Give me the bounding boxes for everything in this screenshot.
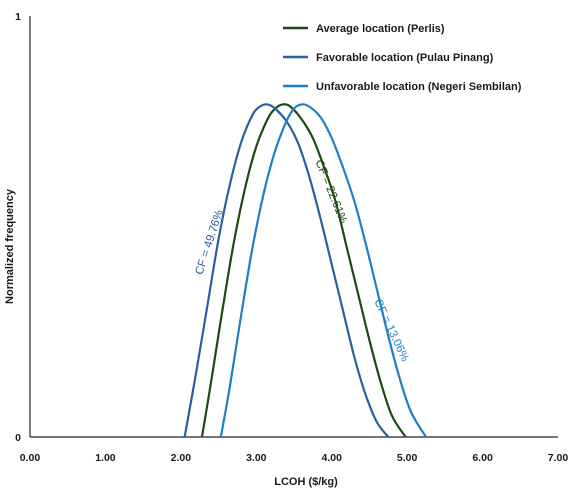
series-line-1 xyxy=(200,103,407,438)
y-tick-label: 1 xyxy=(15,11,21,23)
x-tick-label: 1.00 xyxy=(95,452,116,464)
x-tick-label: 6.00 xyxy=(472,452,493,464)
legend-label-1: Average location (Perlis) xyxy=(316,23,445,35)
x-tick-label: 4.00 xyxy=(321,452,342,464)
x-tick-label: 3.00 xyxy=(246,452,267,464)
y-tick-label: 0 xyxy=(15,432,21,444)
x-tick-label: 2.00 xyxy=(171,452,192,464)
x-tick-label: 0.00 xyxy=(20,452,41,464)
x-tick-label: 5.00 xyxy=(397,452,418,464)
y-axis-label: Normalized frequency xyxy=(4,188,16,304)
legend-label-2: Favorable location (Pulau Pinang) xyxy=(316,52,494,64)
series-line-3 xyxy=(219,103,427,438)
x-tick-labels: 0.00 1.00 2.00 3.00 4.00 5.00 6.00 7.00 xyxy=(20,452,569,464)
legend: Average location (Perlis) Favorable locat… xyxy=(283,23,522,93)
y-tick-labels: 01 xyxy=(15,11,21,444)
x-tick-label: 7.00 xyxy=(548,452,569,464)
legend-label-3: Unfavorable location (Negeri Sembilan) xyxy=(316,81,522,93)
x-axis-label: LCOH ($/kg) xyxy=(274,476,338,488)
series-layer xyxy=(183,103,427,438)
series-line-2 xyxy=(183,103,390,438)
